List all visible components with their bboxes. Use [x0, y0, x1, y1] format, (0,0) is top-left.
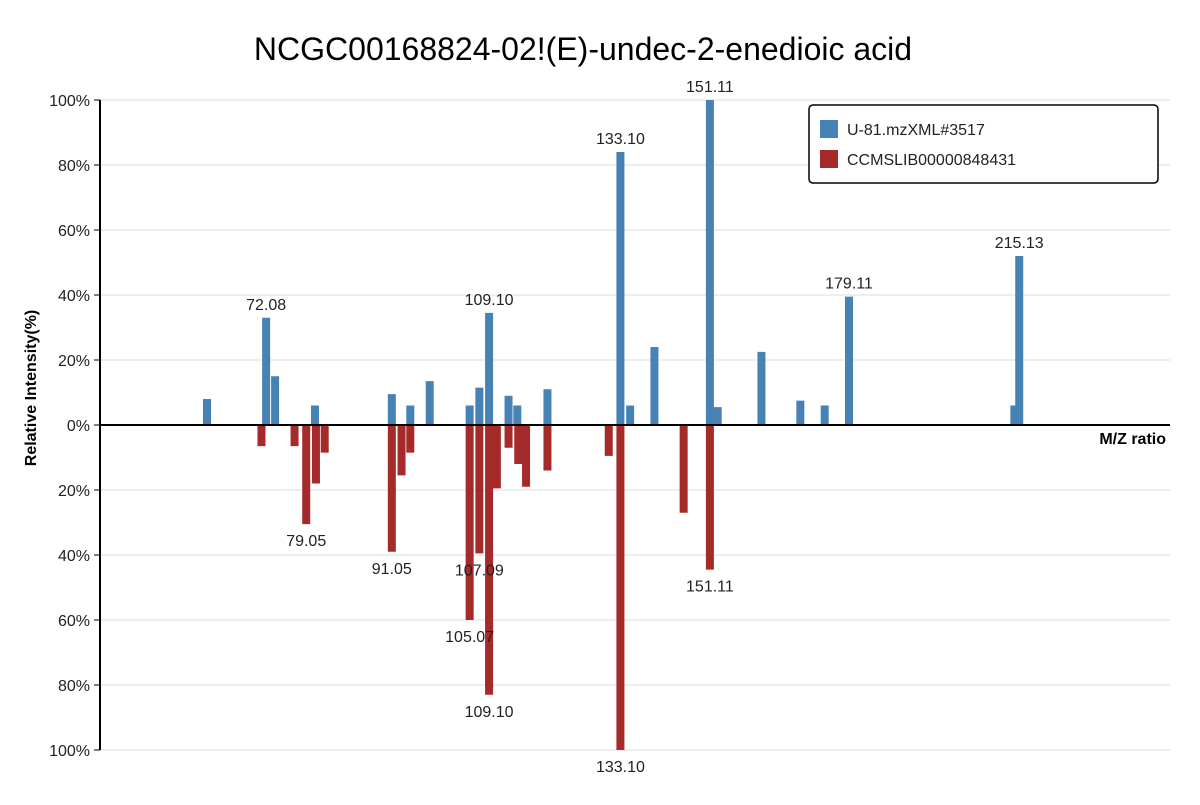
bars: [203, 100, 1024, 750]
bar-reference: [514, 425, 523, 464]
bar-query: [845, 296, 853, 426]
peak-label-query: 179.11: [825, 276, 873, 293]
axes: [94, 99, 1170, 751]
peak-label-reference: 109.10: [465, 704, 514, 721]
bar-reference: [290, 425, 299, 447]
bar-query: [1015, 256, 1024, 425]
y-tick-label: 40%: [58, 548, 90, 565]
bar-reference: [406, 425, 415, 453]
bar-reference: [485, 425, 494, 695]
bar-query: [310, 405, 319, 425]
y-axis-label: Relative Intensity(%): [23, 310, 40, 466]
peak-label-query: 215.13: [995, 235, 1044, 252]
legend-swatch-series-2: [820, 150, 838, 168]
bar-reference: [397, 425, 406, 476]
bar-query: [1010, 405, 1019, 425]
y-tick-label: 60%: [58, 613, 90, 630]
legend-swatch-series-1: [820, 120, 838, 138]
bar-query: [387, 394, 396, 426]
bar-reference: [504, 425, 513, 448]
bar-reference: [543, 425, 552, 471]
bar-query: [271, 376, 280, 425]
bar-reference: [604, 425, 613, 456]
bar-query: [705, 100, 714, 425]
peak-label-query: 133.10: [596, 131, 645, 148]
y-tick-label: 20%: [58, 483, 90, 500]
peak-label-query: 151.11: [686, 79, 734, 96]
y-tick-label: 100%: [49, 743, 90, 760]
peak-label-reference: 133.10: [596, 759, 645, 776]
bar-query: [425, 381, 434, 426]
bar-query: [820, 405, 829, 425]
bar-query: [262, 317, 271, 425]
y-tick-label: 80%: [58, 678, 90, 695]
bar-query: [713, 407, 722, 426]
chart-title: NCGC00168824-02!(E)-undec-2-enedioic aci…: [254, 31, 912, 67]
peak-label-reference: 107.09: [455, 562, 504, 579]
bar-query: [465, 405, 474, 425]
bar-reference: [302, 425, 311, 525]
bar-query: [406, 405, 415, 425]
y-tick-label: 80%: [58, 158, 90, 175]
peak-label-reference: 91.05: [372, 561, 412, 578]
peak-label-reference: 105.07: [445, 629, 494, 646]
bar-query: [626, 405, 635, 425]
y-tick-label: 40%: [58, 288, 90, 305]
bar-query: [757, 351, 766, 426]
y-tick-label: 0%: [67, 418, 90, 435]
bar-query: [504, 395, 513, 425]
bar-reference: [387, 425, 396, 552]
legend-label-series-2: CCMSLIB00000848431: [847, 152, 1016, 169]
bar-query: [796, 400, 805, 426]
peak-label-query: 109.10: [465, 292, 514, 309]
legend-box: [808, 104, 1159, 184]
peak-label-reference: 79.05: [286, 533, 326, 550]
y-tick-labels: 100% 80% 60% 40% 20% 0% 20% 40% 60% 80% 100%: [49, 93, 90, 760]
bar-reference: [679, 425, 688, 513]
peak-label-query: 72.08: [246, 297, 286, 314]
bar-query: [203, 399, 211, 425]
peak-labels: 72.08 109.10 133.10 151.11 179.11 215.13 79.05…: [246, 79, 1044, 776]
bar-reference: [475, 425, 484, 554]
bar-reference: [492, 425, 501, 489]
bar-reference: [311, 425, 320, 484]
bar-reference: [522, 425, 531, 487]
bar-reference: [257, 425, 266, 447]
bar-reference: [616, 425, 625, 750]
grid-lines: [100, 99, 1170, 751]
bar-query: [475, 387, 484, 426]
bar-query: [485, 312, 494, 425]
bar-query: [616, 152, 625, 425]
y-tick-label: 100%: [49, 93, 90, 110]
bar-query: [650, 347, 659, 425]
legend: U-81.mzXML#3517 CCMSLIB00000848431: [808, 104, 1159, 184]
legend-label-series-1: U-81.mzXML#3517: [847, 122, 985, 139]
x-axis-label: M/Z ratio: [1099, 431, 1166, 448]
y-tick-label: 60%: [58, 223, 90, 240]
y-tick-label: 20%: [58, 353, 90, 370]
bar-reference: [705, 425, 714, 570]
bar-reference: [465, 425, 474, 620]
peak-label-reference: 151.11: [686, 579, 734, 596]
bar-reference: [320, 425, 329, 453]
bar-query: [543, 389, 552, 425]
bar-query: [513, 405, 522, 425]
